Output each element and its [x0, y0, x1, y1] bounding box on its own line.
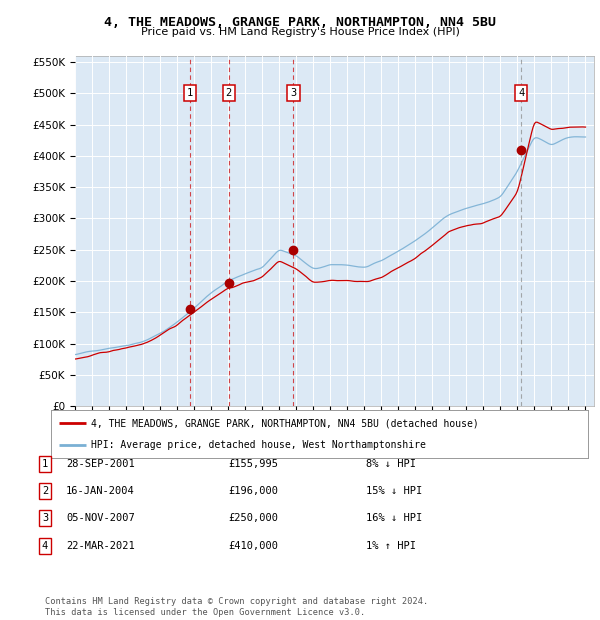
Text: 4: 4: [518, 88, 524, 99]
Text: £250,000: £250,000: [228, 513, 278, 523]
Text: 1: 1: [42, 459, 48, 469]
Text: 2: 2: [42, 486, 48, 496]
Text: 2: 2: [226, 88, 232, 99]
Text: Contains HM Land Registry data © Crown copyright and database right 2024.
This d: Contains HM Land Registry data © Crown c…: [45, 598, 428, 617]
Text: 22-MAR-2021: 22-MAR-2021: [66, 541, 135, 551]
Text: 4: 4: [42, 541, 48, 551]
Text: 4, THE MEADOWS, GRANGE PARK, NORTHAMPTON, NN4 5BU: 4, THE MEADOWS, GRANGE PARK, NORTHAMPTON…: [104, 16, 496, 29]
Text: 8% ↓ HPI: 8% ↓ HPI: [366, 459, 416, 469]
Text: HPI: Average price, detached house, West Northamptonshire: HPI: Average price, detached house, West…: [91, 440, 426, 450]
Text: 28-SEP-2001: 28-SEP-2001: [66, 459, 135, 469]
Text: 1% ↑ HPI: 1% ↑ HPI: [366, 541, 416, 551]
Text: £155,995: £155,995: [228, 459, 278, 469]
Text: 05-NOV-2007: 05-NOV-2007: [66, 513, 135, 523]
Text: 1: 1: [187, 88, 193, 99]
Text: 16% ↓ HPI: 16% ↓ HPI: [366, 513, 422, 523]
Text: £196,000: £196,000: [228, 486, 278, 496]
Text: 4, THE MEADOWS, GRANGE PARK, NORTHAMPTON, NN4 5BU (detached house): 4, THE MEADOWS, GRANGE PARK, NORTHAMPTON…: [91, 418, 479, 428]
Text: 16-JAN-2004: 16-JAN-2004: [66, 486, 135, 496]
Text: Price paid vs. HM Land Registry's House Price Index (HPI): Price paid vs. HM Land Registry's House …: [140, 27, 460, 37]
Text: £410,000: £410,000: [228, 541, 278, 551]
Text: 3: 3: [290, 88, 296, 99]
Text: 15% ↓ HPI: 15% ↓ HPI: [366, 486, 422, 496]
Text: 3: 3: [42, 513, 48, 523]
